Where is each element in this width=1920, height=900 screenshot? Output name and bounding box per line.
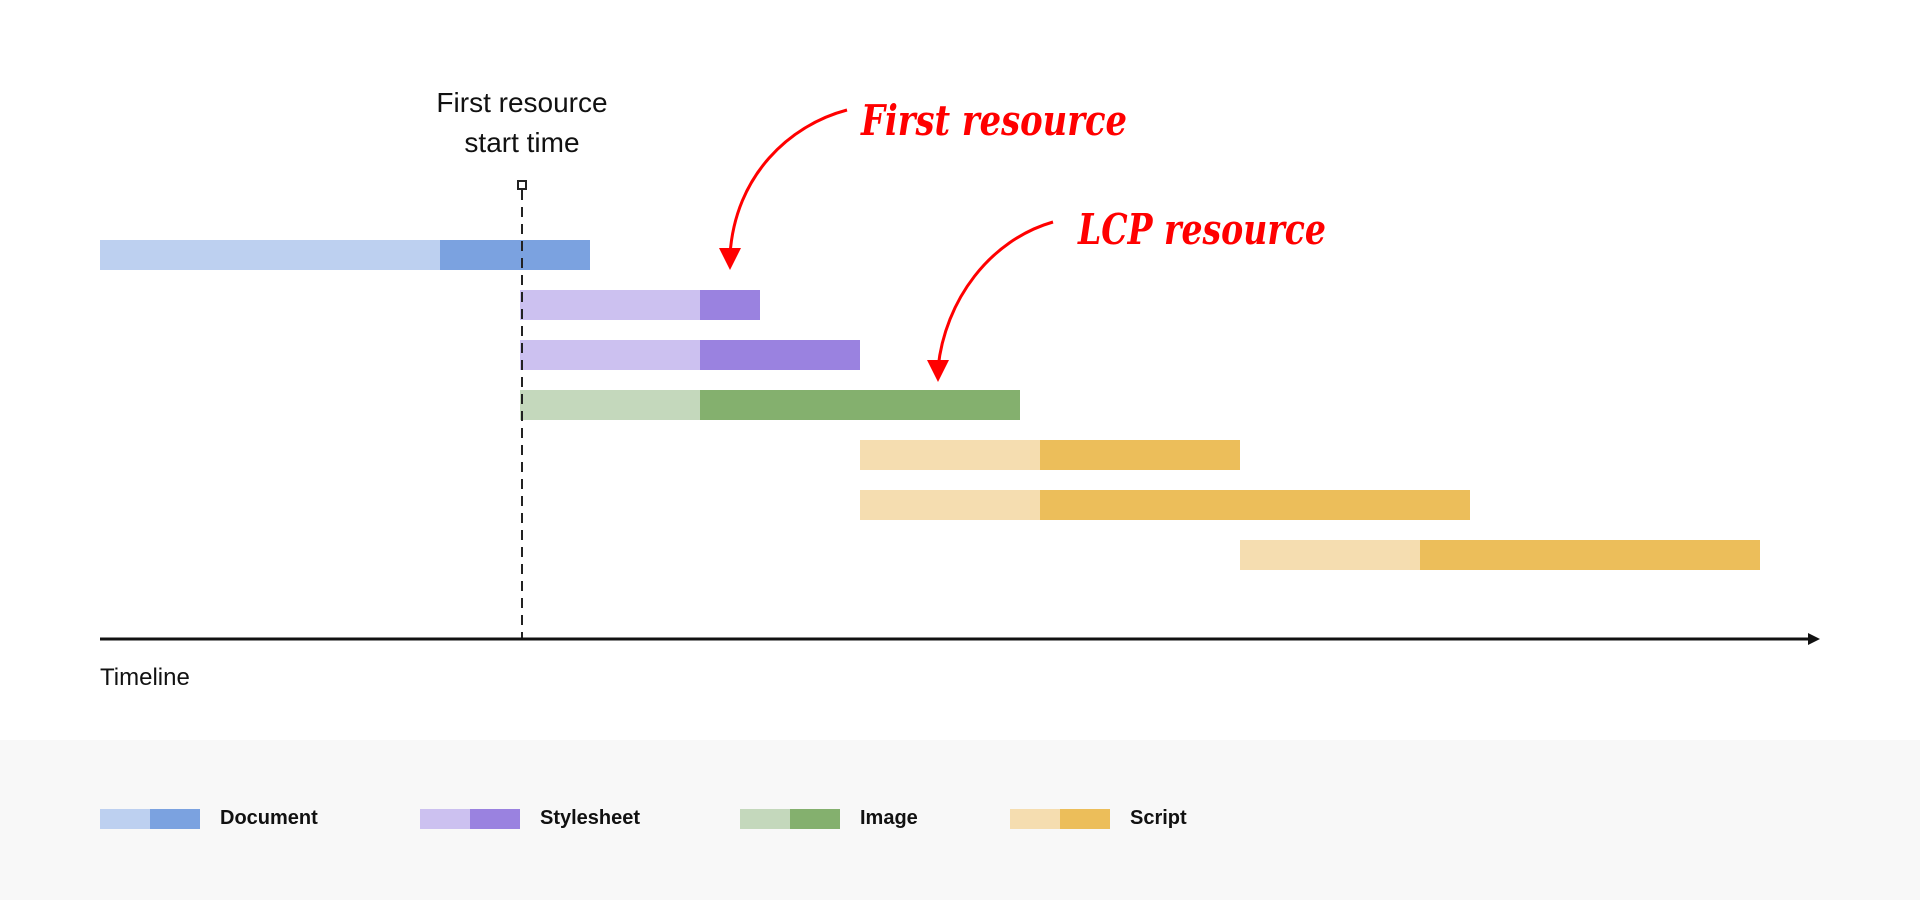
- lcp-resource-arrow: [936, 220, 1054, 369]
- image-bar-download-segment: [700, 390, 1020, 420]
- legend-swatch-dark: [150, 809, 200, 829]
- legend-item-image: Image: [740, 807, 918, 829]
- script-bar-wait-segment: [1240, 540, 1420, 570]
- legend-item-document: Document: [100, 807, 318, 829]
- axis-arrowhead-icon: [1808, 633, 1820, 645]
- legend-label: Image: [860, 807, 918, 829]
- stylesheet-bar-wait-segment: [520, 340, 700, 370]
- first-resource-annotation: First resource: [860, 96, 1127, 145]
- script-bar-download-segment: [1040, 490, 1470, 520]
- legend-swatch-light: [740, 809, 790, 829]
- legend-swatch-light: [1010, 809, 1060, 829]
- legend-item-script: Script: [1010, 807, 1187, 829]
- script-bar-wait-segment: [860, 440, 1040, 470]
- legend-swatch-dark: [470, 809, 520, 829]
- script-bar-download-segment: [1420, 540, 1760, 570]
- legend-label: Stylesheet: [540, 807, 641, 829]
- stylesheet-bar-download-segment: [700, 340, 860, 370]
- stylesheet-bar-download-segment: [700, 290, 760, 320]
- marker-handle-icon: [517, 180, 527, 190]
- legend-swatch-dark: [790, 809, 840, 829]
- legend-panel: [0, 740, 1920, 900]
- marker-label-line-1: First resource: [436, 87, 607, 118]
- marker-label-line-2: start time: [464, 127, 579, 158]
- axis-label: Timeline: [100, 664, 190, 691]
- waterfall-diagram: First resource start time Timeline First…: [100, 87, 1820, 691]
- stylesheet-bar-wait-segment: [520, 290, 700, 320]
- first-resource-arrow: [728, 108, 848, 256]
- legend-label: Document: [220, 807, 318, 829]
- script-bar-download-segment: [1040, 440, 1240, 470]
- document-bar-wait-segment: [100, 240, 440, 270]
- document-bar-download-segment: [440, 240, 590, 270]
- script-bar-wait-segment: [860, 490, 1040, 520]
- image-bar-wait-segment: [520, 390, 700, 420]
- legend-swatch-light: [100, 809, 150, 829]
- legend-swatch-dark: [1060, 809, 1110, 829]
- lcp-resource-arrowhead-icon: [927, 360, 949, 382]
- first-resource-arrowhead-icon: [719, 248, 741, 270]
- legend-label: Script: [1130, 807, 1187, 829]
- legend-swatch-light: [420, 809, 470, 829]
- legend-item-stylesheet: Stylesheet: [420, 807, 640, 829]
- lcp-resource-annotation: LCP resource: [1077, 205, 1326, 254]
